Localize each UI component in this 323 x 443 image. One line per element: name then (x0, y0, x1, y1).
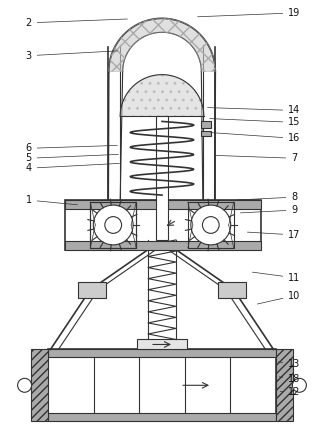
Text: 1: 1 (26, 195, 78, 205)
Bar (78, 282, 106, 298)
Text: 10: 10 (257, 291, 300, 304)
Text: 12: 12 (280, 387, 301, 397)
Bar (31, 350, 48, 421)
Bar (66, 241, 261, 250)
Text: 11: 11 (252, 272, 300, 283)
Circle shape (105, 217, 121, 233)
Bar (276, 350, 293, 421)
Text: 16: 16 (211, 132, 300, 144)
Text: 5: 5 (26, 153, 119, 163)
Bar (201, 132, 211, 136)
PathPatch shape (109, 18, 215, 72)
Bar (137, 339, 187, 350)
Text: 8: 8 (237, 192, 297, 202)
Text: 2: 2 (26, 18, 127, 28)
Circle shape (203, 217, 219, 233)
Text: 3: 3 (26, 51, 117, 61)
Bar (188, 202, 234, 248)
Circle shape (191, 205, 231, 245)
Text: 13: 13 (278, 359, 300, 369)
Text: 19: 19 (198, 8, 300, 18)
Bar (90, 202, 136, 248)
Bar (48, 350, 276, 358)
Bar (90, 202, 136, 248)
Bar (48, 413, 276, 421)
Text: 9: 9 (240, 205, 297, 215)
Circle shape (18, 378, 32, 392)
Text: 15: 15 (210, 117, 301, 128)
Circle shape (292, 378, 307, 392)
Bar (66, 200, 261, 250)
Bar (48, 350, 276, 421)
Bar (156, 117, 168, 240)
Circle shape (93, 205, 133, 245)
Text: 4: 4 (26, 163, 120, 173)
Text: 14: 14 (208, 105, 300, 116)
Bar (218, 282, 245, 298)
Bar (201, 121, 211, 128)
Text: 6: 6 (26, 144, 117, 153)
Bar (66, 200, 261, 209)
Text: 7: 7 (214, 153, 297, 163)
Text: 18: 18 (279, 374, 300, 385)
PathPatch shape (120, 74, 204, 117)
Text: 17: 17 (247, 230, 301, 240)
